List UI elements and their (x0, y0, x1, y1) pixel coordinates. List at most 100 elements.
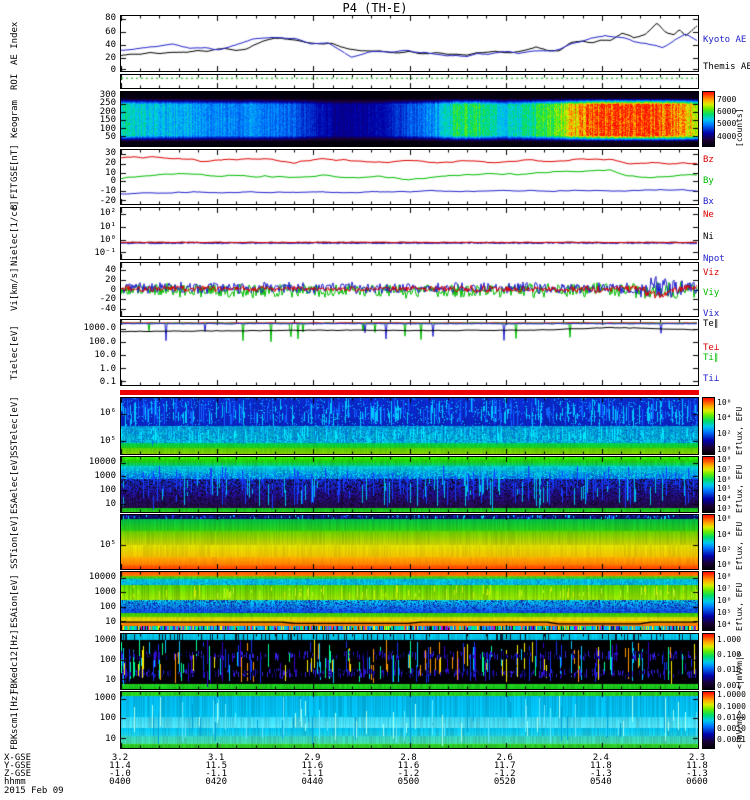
ephemeris-value: -1.1 (205, 769, 227, 779)
ae-right-label: Kyoto AE (703, 34, 747, 45)
esa_ion-colorbar-tick: 10⁸ (717, 571, 732, 581)
keogram-ytick: 50 (105, 131, 116, 142)
esa_ion-canvas (121, 572, 698, 630)
ephemeris-value: 11.8 (686, 761, 708, 771)
sst_elec-colorbar-canvas (703, 398, 714, 454)
esa_elec-ytick: 10 (105, 499, 116, 510)
ti-right-label: Te∥ (703, 319, 719, 329)
ephemeris-value: 11.8 (589, 761, 612, 771)
esa_elec-colorbar (702, 456, 715, 513)
panel-sst_elec: SST elec [eV] 10⁶ 10⁵ 10⁶ 10⁴ 10² 10⁰ Eflux, EFU (0, 396, 750, 456)
sst_elec-ytick: 10⁵ (99, 436, 116, 447)
x-axis-row-label: hhmm (4, 777, 26, 787)
fbk_edc12-colorbar (702, 633, 715, 690)
sst_elec-colorbar-unit: Eflux, EFU (735, 406, 744, 455)
ti-ytick: 10.0 (94, 350, 116, 361)
sst_ion-colorbar-unit: Eflux, EFU (735, 521, 744, 570)
ni-canvas (121, 208, 698, 259)
fbk_scm1-ytick: 10 (105, 733, 116, 744)
bfit-ytick: 20 (105, 158, 116, 168)
time-tick-label: 0520 (493, 777, 516, 787)
panel-fbk_scm1: FBK scm1 [Hz] 1000 100 10 1.0000 0.1000 0.0100 0.… (0, 690, 750, 750)
esa_elec-colorbar-tick: 10³ (717, 503, 732, 513)
fbk_edc12-ytick: 10 (105, 674, 116, 685)
fbk_edc12-plot (120, 633, 699, 690)
sst_ion-colorbar (702, 514, 715, 570)
vi-right-label: Viy (703, 288, 720, 299)
fbk_edc12-canvas (121, 634, 698, 689)
ephemeris-value: 11.6 (397, 761, 420, 771)
ae-ytick: 80 (105, 13, 116, 24)
ephemeris-value: -1.1 (301, 769, 324, 779)
esa_elec-colorbar-canvas (703, 457, 714, 512)
ni-plot (120, 207, 699, 260)
fbk_edc12-colorbar-tick: 1.000 (717, 634, 742, 644)
bfit-ytick: -10 (99, 186, 116, 196)
panel-sst_ion: SST ion [eV] 10⁵ 10⁶ 10⁴ 10² 10⁰ Eflux, EFU (0, 514, 750, 570)
panel-ni: Ni elec [1/cc] 10² 10¹ 10⁰ 10⁻¹ Ne Ni Npot (0, 201, 750, 266)
bfit-ytick: 10 (105, 167, 116, 178)
roi-plot (120, 74, 699, 89)
esa_elec-plot (120, 456, 699, 513)
sst_ion-canvas (121, 515, 698, 569)
bfit-canvas (121, 150, 698, 204)
ni-ytick: 10⁻¹ (94, 248, 116, 259)
keogram-ytick: 100 (99, 123, 116, 134)
esa_ion-plot (120, 571, 699, 631)
fbk_edc12-ytick: 1000 (94, 634, 116, 645)
ephemeris-value: 2.4 (592, 753, 609, 763)
bfit-plot (120, 149, 699, 205)
esa_elec-colorbar-tick: 10⁶ (717, 474, 732, 484)
keogram-colorbar-tick: 5000 (717, 119, 737, 129)
ti-right-label: Ti⊥ (703, 373, 720, 384)
esa_ion-colorbar (702, 571, 715, 631)
keogram-ytick: 150 (99, 115, 116, 126)
bfit-ytick: 30 (105, 148, 116, 159)
esa_ion-colorbar-unit: Eflux, EFU (735, 582, 744, 631)
x-axis-row-label: Z-GSE (4, 769, 32, 779)
vi-ytick: 20 (105, 274, 116, 285)
fbk_scm1-plot (120, 691, 699, 749)
sst_ion-colorbar-tick: 10⁶ (717, 514, 732, 524)
esa_ion-colorbar-tick: 10⁶ (717, 595, 732, 605)
fbk_scm1-colorbar-canvas (703, 692, 714, 748)
time-tick-label: 0600 (686, 777, 708, 787)
ti-ytick: 1.0 (99, 363, 116, 374)
esa_elec-ytick: 100 (99, 485, 116, 496)
fbk_scm1-ytick: 100 (99, 713, 116, 724)
ephemeris-value: 11.4 (109, 761, 131, 771)
fbk_scm1-colorbar-tick: 1.0000 (717, 690, 746, 700)
ae-right-label: Themis AE (703, 61, 750, 72)
esa_elec-colorbar-tick: 10⁵ (717, 484, 732, 494)
vi-ytick: 40 (105, 264, 116, 275)
keogram-colorbar (702, 91, 715, 147)
esa_ion-ytick: 10 (105, 617, 116, 627)
fbk_scm1-colorbar-tick: 0.0010 (717, 723, 746, 733)
panel-ti: Ti elec [eV] 1000.0 100.0 10.0 1.0 0.1 Te∥ Te⊥ Ti∥… (0, 319, 750, 387)
vi-right-label: Viz (703, 267, 720, 278)
panel-roi: ROI (0, 73, 750, 90)
keogram-colorbar-tick: 6000 (717, 107, 737, 117)
fbk_scm1-canvas (121, 692, 698, 748)
keogram-ytick: 200 (99, 106, 116, 117)
sst_elec-plot (120, 397, 699, 455)
x-axis-row-label: Y-GSE (4, 761, 32, 771)
date-label: 2015 Feb 09 (4, 786, 64, 796)
fbk_scm1-colorbar-tick: 0.0100 (717, 712, 746, 722)
panel-fbk_edc12: FBK edc12 [Hz] 1000 100 10 1.000 0.100 0.010 0.00… (0, 629, 750, 694)
esa_elec-canvas (121, 457, 698, 512)
panel-vi: Vi [km/s] 40 20 0 -20 -40 Viz Viy Vix (0, 262, 750, 319)
fbk_scm1-colorbar-unit: <|mV/m|> (735, 710, 744, 749)
keogram-colorbar-tick: 7000 (717, 94, 737, 104)
keogram-colorbar-tick: 4000 (717, 131, 737, 141)
ti-canvas (121, 320, 698, 385)
ti-plot (120, 319, 699, 386)
ephemeris-value: 3.1 (208, 753, 225, 763)
ae-ytick: 60 (105, 26, 116, 37)
sst_ion-ylabel-line: SST (10, 552, 20, 570)
page-title: P4 (TH-E) (342, 1, 408, 15)
fbk_edc12-colorbar-canvas (703, 634, 714, 689)
ephemeris-value: 2.9 (304, 753, 321, 763)
keogram-canvas (121, 92, 698, 146)
